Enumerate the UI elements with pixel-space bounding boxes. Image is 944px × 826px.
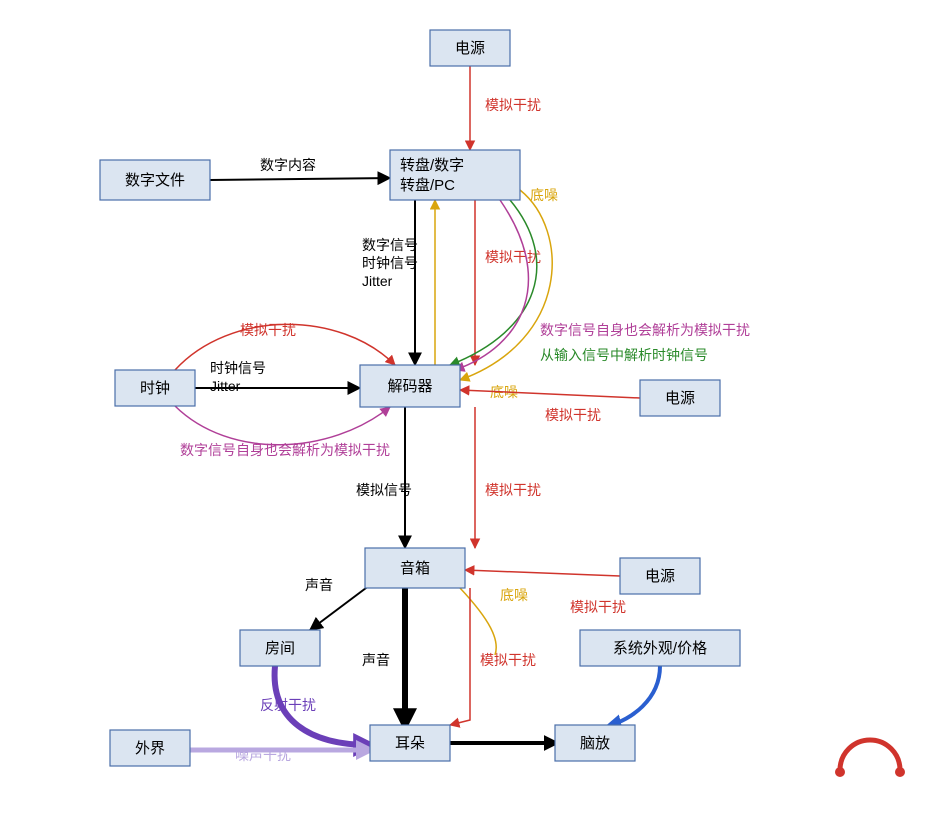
node-room: 房间 (240, 630, 320, 666)
edge-label: Jitter (362, 273, 393, 289)
edge-label: 底噪 (500, 587, 528, 603)
node-appearance: 系统外观/价格 (580, 630, 740, 666)
svg-text:电源: 电源 (645, 568, 675, 585)
edge-label: 模拟干扰 (240, 322, 296, 338)
svg-text:外界: 外界 (135, 740, 165, 757)
edge-label: 时钟信号 (210, 360, 266, 376)
node-brain: 脑放 (555, 725, 635, 761)
logo-icon (835, 740, 905, 777)
node-trans: 转盘/数字转盘/PC (390, 150, 520, 200)
edge-e_power3_spk (465, 570, 620, 576)
edge-label: 模拟干扰 (480, 652, 536, 668)
svg-text:电源: 电源 (455, 40, 485, 57)
edge-e_trans_dec_noise_curve (460, 190, 552, 380)
svg-text:房间: 房间 (265, 640, 295, 657)
edge-label: 模拟干扰 (570, 599, 626, 615)
svg-text:数字文件: 数字文件 (125, 172, 185, 189)
node-power1: 电源 (430, 30, 510, 66)
edge-label: 从输入信号中解析时钟信号 (540, 347, 708, 363)
diagram-canvas: 模拟干扰数字内容数字信号时钟信号Jitter模拟干扰底噪底噪从输入信号中解析时钟… (0, 0, 944, 826)
svg-text:解码器: 解码器 (387, 378, 432, 395)
edge-label: 模拟干扰 (485, 97, 541, 113)
edge-label: Jitter (210, 378, 241, 394)
svg-text:转盘/数字: 转盘/数字 (400, 156, 464, 174)
svg-text:电源: 电源 (665, 390, 695, 407)
svg-text:时钟: 时钟 (140, 380, 170, 397)
svg-text:转盘/PC: 转盘/PC (400, 176, 455, 194)
node-clock: 时钟 (115, 370, 195, 406)
edge-label: 模拟信号 (356, 482, 412, 498)
edge-label: 底噪 (530, 187, 558, 203)
node-spk: 音箱 (365, 548, 465, 588)
node-power3: 电源 (620, 558, 700, 594)
svg-text:系统外观/价格: 系统外观/价格 (613, 640, 707, 657)
edge-e_app_brain (610, 666, 660, 725)
svg-text:耳朵: 耳朵 (395, 735, 425, 752)
edge-e_trans_dec_parse (450, 200, 537, 365)
edge-label: 模拟干扰 (485, 482, 541, 498)
node-power2: 电源 (640, 380, 720, 416)
edge-label: 噪声干扰 (235, 747, 291, 763)
edge-e_file_trans (210, 178, 390, 180)
edge-label: 数字内容 (260, 157, 316, 173)
edge-label: 模拟干扰 (485, 249, 541, 265)
edge-label: 数字信号自身也会解析为模拟干扰 (180, 442, 390, 458)
nodes-layer: 电源数字文件转盘/数字转盘/PC时钟解码器电源音箱电源房间系统外观/价格外界耳朵… (100, 30, 740, 766)
svg-text:脑放: 脑放 (580, 735, 610, 752)
edge-label: 反射干扰 (260, 697, 316, 713)
edge-e_spk_ear_interf (450, 588, 470, 725)
edge-label: 时钟信号 (362, 255, 418, 271)
node-file: 数字文件 (100, 160, 210, 200)
edge-e_clock_dec_magenta (175, 406, 390, 445)
edge-e_spk_ear_noise (460, 588, 496, 655)
node-dec: 解码器 (360, 365, 460, 407)
edge-label: 数字信号自身也会解析为模拟干扰 (540, 322, 750, 338)
edge-label: 模拟干扰 (545, 407, 601, 423)
node-outside: 外界 (110, 730, 190, 766)
edge-label: 声音 (305, 577, 333, 593)
edge-label: 数字信号 (362, 237, 418, 253)
node-ear: 耳朵 (370, 725, 450, 761)
edge-label: 声音 (362, 652, 390, 668)
edge-e_power2_dec (460, 390, 640, 398)
svg-text:音箱: 音箱 (400, 560, 430, 577)
